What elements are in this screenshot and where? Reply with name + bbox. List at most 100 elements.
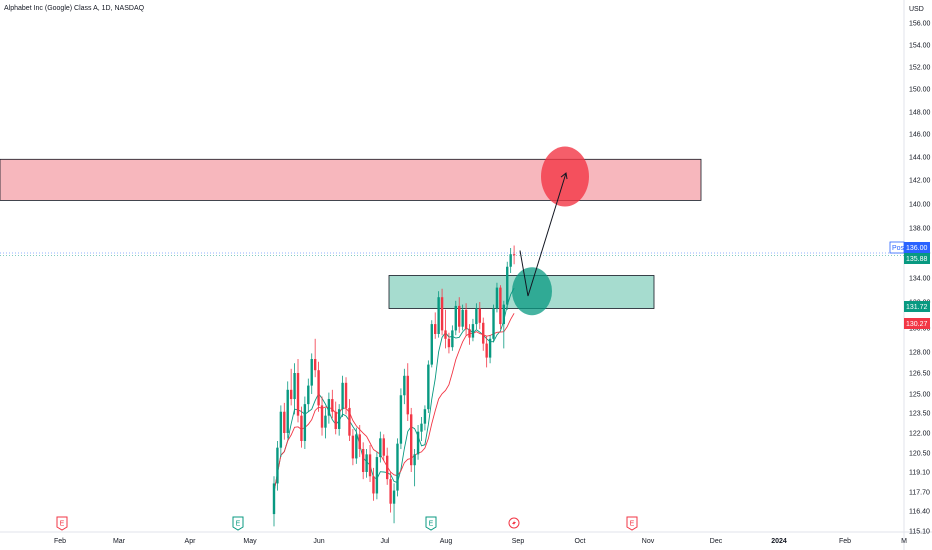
y-tick-label: 138.00	[909, 226, 931, 233]
candle-body	[485, 343, 488, 358]
candle-body	[512, 254, 516, 256]
earnings-icon	[425, 516, 437, 531]
earnings-icon	[56, 516, 68, 531]
candle-body	[365, 454, 368, 472]
x-tick-label: Sep	[512, 538, 525, 545]
y-tick-label: 120.50	[909, 451, 931, 458]
candle-body	[502, 304, 506, 325]
resistance-zone	[0, 158, 702, 201]
candle-body	[499, 287, 502, 325]
candle-body	[334, 411, 337, 429]
y-tick-label: 156.00	[909, 21, 931, 28]
x-tick-label: Feb	[54, 538, 66, 545]
candle-body	[293, 373, 296, 400]
earnings-letter: E	[429, 521, 434, 528]
price-label-text: Post	[892, 245, 906, 252]
y-tick-label: 128.00	[909, 350, 931, 357]
y-tick-label: 117.70	[909, 490, 930, 497]
ma-fast-line	[273, 287, 515, 493]
candle-body	[327, 399, 331, 416]
earnings-letter: E	[630, 521, 635, 528]
candle-body	[296, 373, 300, 416]
candle-body	[475, 308, 478, 325]
candle-body	[437, 297, 440, 334]
candle-body	[509, 254, 512, 267]
y-tick-label: 142.00	[909, 178, 931, 185]
y-tick-label: 146.00	[909, 132, 931, 139]
y-tick-label: 152.00	[909, 65, 931, 72]
x-tick-label: M	[901, 538, 907, 545]
candle-body	[358, 434, 361, 449]
y-tick-label: 116.40	[909, 509, 930, 516]
candle-body	[272, 483, 276, 515]
candle-body	[464, 309, 468, 330]
earnings-icon	[626, 516, 638, 531]
candle-body	[478, 308, 481, 323]
y-tick-label: 144.00	[909, 155, 931, 162]
candle-body	[283, 411, 286, 433]
candle-body	[320, 405, 324, 428]
price-label-text: 136.00	[906, 245, 928, 252]
candle-body	[324, 415, 327, 428]
x-tick-label: Jun	[313, 538, 324, 545]
price-label-text: 135.88	[906, 256, 928, 263]
candle-body	[427, 364, 430, 410]
candle-body	[289, 389, 293, 400]
candle-body	[372, 476, 375, 494]
candle-body	[396, 443, 399, 491]
y-tick-label: 119.10	[909, 470, 930, 477]
candle-body	[471, 324, 475, 338]
candle-body	[482, 322, 485, 344]
price-label-box	[904, 301, 930, 312]
x-tick-label: Mar	[113, 538, 126, 545]
x-tick-label: Oct	[575, 538, 586, 545]
candle-body	[379, 438, 382, 458]
candle-body	[313, 359, 317, 371]
candle-body	[307, 385, 310, 405]
candle-body	[276, 447, 279, 484]
y-tick-label: 122.00	[909, 431, 931, 438]
price-axis[interactable]: 156.00 154.00 152.00 150.00 148.00 146.00 144.…	[909, 6, 931, 536]
candle-body	[331, 399, 334, 412]
candle-body	[382, 438, 385, 456]
x-tick-label: Nov	[642, 538, 655, 545]
price-label-box	[904, 242, 930, 253]
price-label-text: 131.72	[906, 304, 928, 311]
zones-layer	[0, 158, 904, 309]
x-tick-label: May	[243, 538, 257, 545]
price-labels: Post 136.00 135.88 131.72 130.27	[889, 241, 930, 329]
candle-body	[361, 449, 365, 472]
candle-body	[399, 395, 403, 444]
candle-body	[506, 266, 509, 305]
candle-body	[389, 479, 392, 504]
x-tick-label: Aug	[440, 538, 453, 545]
candle-body	[355, 434, 358, 459]
y-tick-label: 150.00	[909, 87, 931, 94]
y-tick-label: 125.00	[909, 392, 931, 399]
y-tick-label: 126.50	[909, 371, 931, 378]
candle-body	[495, 287, 499, 309]
candle-body	[341, 382, 344, 410]
price-label-text: 130.27	[906, 321, 928, 328]
candle-body	[300, 415, 303, 441]
candle-body	[434, 324, 437, 334]
x-tick-label: Jul	[381, 538, 390, 545]
candle-body	[279, 411, 283, 448]
earnings-letter: E	[236, 521, 241, 528]
candle-body	[451, 330, 454, 348]
candle-body	[392, 490, 396, 504]
y-tick-label: 115.10	[909, 529, 930, 536]
earnings-letter: E	[60, 521, 65, 528]
earnings-icon	[232, 516, 244, 531]
candle-body	[317, 370, 320, 406]
candle-body	[375, 457, 379, 494]
candle-body	[406, 375, 409, 415]
candle-body	[337, 409, 341, 429]
candle-body	[416, 431, 420, 455]
candle-body	[492, 308, 495, 339]
time-axis[interactable]: Feb Mar Apr May Jun Jul Aug Sep Oct Nov Dec 2024 Feb…	[54, 538, 907, 545]
ma-slow-line	[273, 313, 515, 493]
drawn-arrow-head	[560, 172, 568, 180]
